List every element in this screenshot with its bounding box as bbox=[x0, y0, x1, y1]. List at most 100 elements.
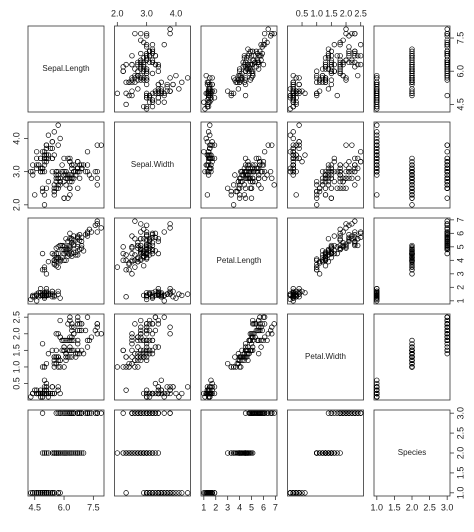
point bbox=[84, 168, 91, 175]
point bbox=[374, 139, 380, 145]
point bbox=[290, 295, 296, 301]
variable-name: Petal.Length bbox=[217, 256, 262, 265]
point bbox=[374, 152, 380, 158]
point bbox=[322, 250, 329, 257]
point bbox=[51, 360, 57, 367]
point bbox=[155, 99, 162, 105]
point bbox=[129, 410, 135, 416]
point bbox=[149, 290, 156, 296]
point bbox=[337, 185, 343, 191]
x-tick-label: 2.0 bbox=[111, 8, 124, 18]
point bbox=[260, 61, 267, 68]
point bbox=[55, 364, 61, 370]
point bbox=[409, 248, 415, 254]
point bbox=[67, 230, 73, 236]
panel-frame bbox=[114, 409, 191, 497]
point bbox=[53, 331, 59, 337]
point bbox=[328, 250, 335, 257]
point bbox=[257, 159, 263, 165]
point bbox=[444, 347, 450, 354]
point bbox=[129, 334, 135, 340]
point bbox=[143, 344, 150, 350]
point bbox=[264, 172, 270, 178]
point bbox=[155, 68, 162, 74]
point bbox=[143, 292, 150, 299]
point bbox=[167, 221, 173, 227]
x-tick-label: 4.0 bbox=[170, 8, 183, 18]
x-tick-label: 7 bbox=[273, 502, 278, 512]
point bbox=[126, 364, 132, 370]
point bbox=[132, 410, 138, 416]
panel-frame bbox=[287, 409, 364, 497]
x-tick-label: 6.0 bbox=[58, 502, 71, 512]
point bbox=[242, 172, 249, 178]
point bbox=[287, 168, 293, 175]
point bbox=[126, 260, 132, 266]
point bbox=[337, 162, 343, 168]
point bbox=[141, 337, 147, 344]
point bbox=[271, 30, 277, 37]
point bbox=[316, 88, 323, 94]
point bbox=[349, 175, 355, 181]
point bbox=[149, 450, 156, 456]
point bbox=[322, 249, 329, 255]
point bbox=[334, 410, 340, 416]
point bbox=[84, 149, 91, 155]
point bbox=[167, 30, 173, 37]
point bbox=[43, 145, 50, 152]
point bbox=[123, 257, 129, 263]
point bbox=[331, 168, 337, 175]
point bbox=[444, 334, 450, 340]
point bbox=[98, 142, 104, 148]
point bbox=[355, 175, 361, 181]
point bbox=[225, 360, 231, 367]
point bbox=[55, 450, 61, 456]
point bbox=[43, 360, 50, 367]
point bbox=[49, 145, 55, 152]
point bbox=[146, 394, 153, 400]
point bbox=[141, 450, 147, 456]
point bbox=[444, 70, 450, 77]
point bbox=[138, 236, 144, 242]
point bbox=[138, 37, 144, 43]
point bbox=[67, 185, 73, 191]
point bbox=[84, 344, 91, 350]
point bbox=[331, 159, 337, 165]
point bbox=[84, 314, 91, 320]
point bbox=[256, 327, 262, 334]
point bbox=[331, 178, 337, 185]
point bbox=[269, 142, 275, 148]
point bbox=[57, 317, 63, 324]
point bbox=[358, 61, 364, 68]
point bbox=[143, 252, 150, 258]
point bbox=[314, 79, 320, 85]
point bbox=[352, 165, 358, 171]
point bbox=[409, 168, 415, 175]
point bbox=[290, 298, 296, 304]
point bbox=[409, 252, 415, 258]
point bbox=[325, 249, 332, 255]
point bbox=[352, 240, 358, 246]
point bbox=[316, 79, 323, 85]
point bbox=[135, 259, 141, 265]
point bbox=[444, 229, 450, 235]
point bbox=[161, 490, 167, 496]
point bbox=[57, 490, 63, 496]
point bbox=[129, 341, 135, 347]
point bbox=[343, 241, 349, 247]
point bbox=[173, 490, 179, 496]
point bbox=[337, 178, 343, 185]
point bbox=[167, 225, 173, 231]
point bbox=[296, 142, 302, 148]
point bbox=[138, 354, 144, 360]
point bbox=[296, 90, 302, 96]
x-tick-label: 2.0 bbox=[406, 502, 419, 512]
point bbox=[80, 450, 87, 456]
point bbox=[444, 241, 450, 247]
point bbox=[409, 90, 415, 96]
point bbox=[444, 30, 450, 37]
point bbox=[170, 294, 176, 300]
point bbox=[355, 242, 361, 249]
point bbox=[290, 290, 296, 296]
point bbox=[158, 294, 164, 300]
